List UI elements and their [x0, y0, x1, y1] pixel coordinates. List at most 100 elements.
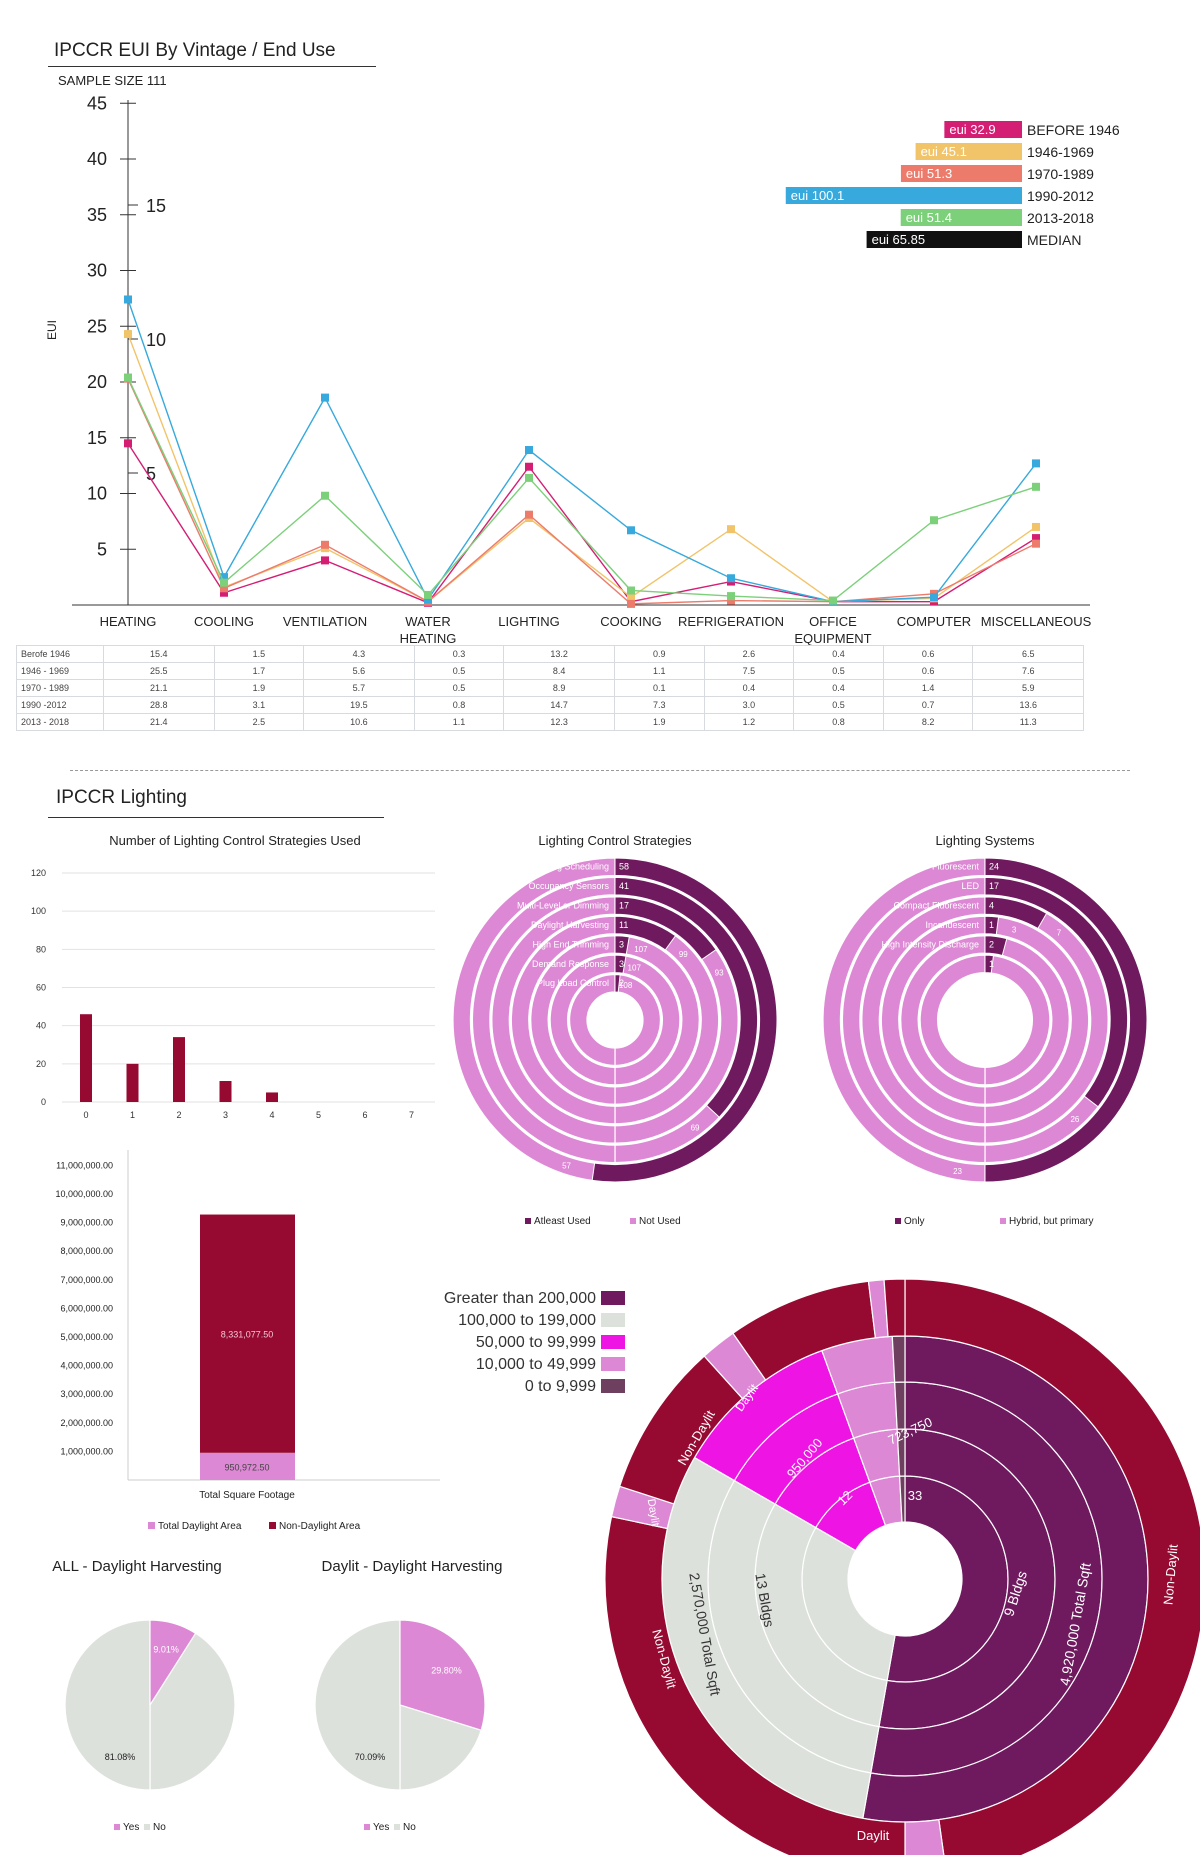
legend-series-name: BEFORE 1946	[1027, 122, 1120, 138]
y-tick-label: 15	[87, 428, 107, 448]
ring-value: 17	[989, 881, 999, 891]
y-tick-label: 0	[41, 1097, 46, 1107]
table-cell: 2.5	[213, 713, 305, 731]
x-tick-label: HEATING	[400, 631, 457, 646]
ring-value: 2	[619, 978, 624, 988]
ring-used-arc	[984, 876, 1129, 1108]
sunburst-label: Daylit	[857, 1828, 890, 1843]
bar-value-label: 8,331,077.50	[221, 1330, 274, 1340]
table-cell: 8.9	[503, 679, 615, 697]
x-tick-label: 4	[269, 1110, 274, 1120]
ring-background	[549, 954, 616, 1086]
table-cell: 0.5	[413, 679, 505, 697]
sunburst-label: Non-Daylit	[1160, 1543, 1180, 1605]
y-tick-label: 30	[87, 261, 107, 281]
y-tick-label: 45	[87, 93, 107, 113]
legend-series-name: 1946-1969	[1027, 144, 1094, 160]
ring-used-arc	[614, 915, 677, 951]
bar-value-label: 950,972.50	[224, 1462, 269, 1472]
legend-bar-label: eui 100.1	[791, 188, 845, 203]
ring-used-arc	[591, 857, 778, 1183]
data-point	[525, 510, 533, 519]
ring-other-value: 3	[1012, 926, 1017, 935]
chart-title: Lighting Control Strategies	[538, 833, 692, 848]
ring-label: Plug Load Control	[537, 978, 609, 988]
data-point	[424, 590, 432, 599]
ring-other-value: 107	[628, 963, 642, 972]
x-tick-label: COOLING	[194, 614, 254, 629]
data-point	[829, 596, 837, 605]
ring-used-arc	[984, 935, 1008, 957]
bar-daylight	[200, 1452, 295, 1480]
row-label: 1990 -2012	[16, 696, 104, 714]
table-cell: 0.8	[413, 696, 505, 714]
y-tick-label: 80	[36, 944, 46, 954]
row-label: 1946 - 1969	[16, 662, 104, 680]
bar	[219, 1081, 232, 1102]
legend-label: 50,000 to 99,999	[476, 1334, 596, 1351]
ring-label: Incandescent	[925, 920, 979, 930]
ring-used-arc	[614, 876, 759, 1118]
table-cell: 14.7	[503, 696, 615, 714]
legend-swatch	[269, 1522, 276, 1529]
ring-background	[919, 954, 986, 1086]
x-tick-label: 2	[176, 1110, 181, 1120]
bar	[126, 1063, 139, 1102]
x-axis-title: Total Square Footage	[199, 1490, 295, 1501]
lighting-title-rule	[48, 817, 384, 818]
data-point	[627, 526, 635, 535]
data-point	[1032, 459, 1040, 468]
ring-hole	[959, 994, 1011, 1046]
pie-value-label: 70.09%	[355, 1752, 386, 1762]
ring-used-arc	[614, 974, 621, 993]
x-tick-label: 5	[316, 1110, 321, 1120]
y-tick-label: 100	[31, 906, 46, 916]
ring-other-value: 107	[634, 945, 648, 954]
x-tick-label: EQUIPMENT	[794, 631, 871, 646]
data-point	[727, 596, 735, 605]
square-footage-chart: 11,000,000.00 10,000,000.00 9,000,000.00 8,…	[55, 1150, 440, 1532]
ring-label: Compact Fluorescent	[893, 901, 979, 911]
ring-label: Multi-Level or Dimming	[517, 901, 609, 911]
table-cell: 1.1	[413, 713, 505, 731]
legend-series-name: MEDIAN	[1027, 232, 1081, 248]
row-label: Berofe 1946	[16, 645, 104, 663]
data-point	[220, 584, 228, 593]
y-tick-label: 60	[36, 983, 46, 993]
table-cell: 5.9	[972, 679, 1084, 697]
eui-title-rule	[48, 66, 376, 67]
ring-used-arc	[614, 896, 717, 961]
ring-other-value: 57	[562, 1161, 571, 1170]
lighting-systems-chart: Lighting Systems24Fluorescent2317LED264C…	[822, 833, 1148, 1227]
legend-label: Yes	[373, 1822, 389, 1833]
y-tick-label: 40	[36, 1021, 46, 1031]
legend-label: 0 to 9,999	[525, 1378, 596, 1395]
data-point	[124, 439, 132, 448]
ring-background	[984, 954, 1051, 1086]
table-cell: 8.4	[503, 662, 615, 680]
pie-no-slice	[64, 1619, 151, 1791]
ring-used-arc	[614, 954, 627, 974]
data-point	[124, 330, 132, 339]
ring-other-value: 69	[691, 1123, 700, 1132]
table-cell: 0.7	[882, 696, 974, 714]
x-tick-label: 0	[83, 1110, 88, 1120]
ring-label: Occupancy Sensors	[528, 881, 609, 891]
legend-label: 100,000 to 199,000	[458, 1312, 596, 1329]
ring-value: 3	[619, 959, 624, 969]
x-tick-label: VENTILATION	[283, 614, 367, 629]
legend-label: Yes	[123, 1822, 139, 1833]
ring-other-value: 108	[619, 981, 633, 990]
legend-swatch	[601, 1357, 625, 1371]
table-cell: 0.4	[793, 645, 884, 663]
x-tick-label: HEATING	[100, 614, 157, 629]
legend-bar	[915, 143, 1022, 160]
legend-swatch	[144, 1824, 150, 1830]
table-cell: 21.4	[103, 713, 215, 731]
ring-label: Lighting Scheduling	[530, 862, 609, 872]
table-cell: 1.5	[213, 645, 305, 663]
y-tick-label: 11,000,000.00	[56, 1160, 113, 1170]
data-point	[627, 586, 635, 595]
table-cell: 0.1	[613, 679, 705, 697]
